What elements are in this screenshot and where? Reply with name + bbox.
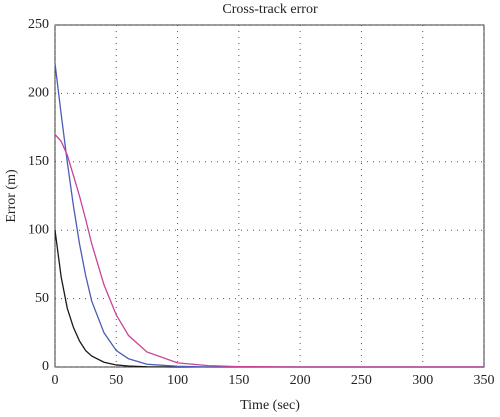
x-tick-label: 100 (167, 373, 188, 388)
x-tick-label: 0 (52, 373, 59, 388)
x-tick-label: 350 (474, 373, 495, 388)
y-tick-label: 0 (42, 359, 49, 374)
line-series (54, 63, 484, 368)
x-tick-label: 200 (290, 373, 311, 388)
y-tick-label: 200 (28, 86, 49, 101)
y-tick-label: 50 (35, 291, 49, 306)
line-series (54, 134, 484, 368)
plot-frame (54, 24, 485, 368)
line-series (54, 230, 484, 368)
x-tick-label: 300 (412, 373, 433, 388)
chart-title: Cross-track error (222, 2, 318, 17)
x-axis-label: Time (sec) (240, 398, 300, 413)
x-tick-label: 50 (109, 373, 123, 388)
y-axis-label: Error (m) (4, 169, 19, 223)
y-tick-label: 100 (28, 222, 49, 237)
x-tick-label: 250 (351, 373, 372, 388)
x-tick-label: 150 (228, 373, 249, 388)
y-tick-label: 150 (28, 154, 49, 169)
y-tick-label: 250 (28, 17, 49, 32)
